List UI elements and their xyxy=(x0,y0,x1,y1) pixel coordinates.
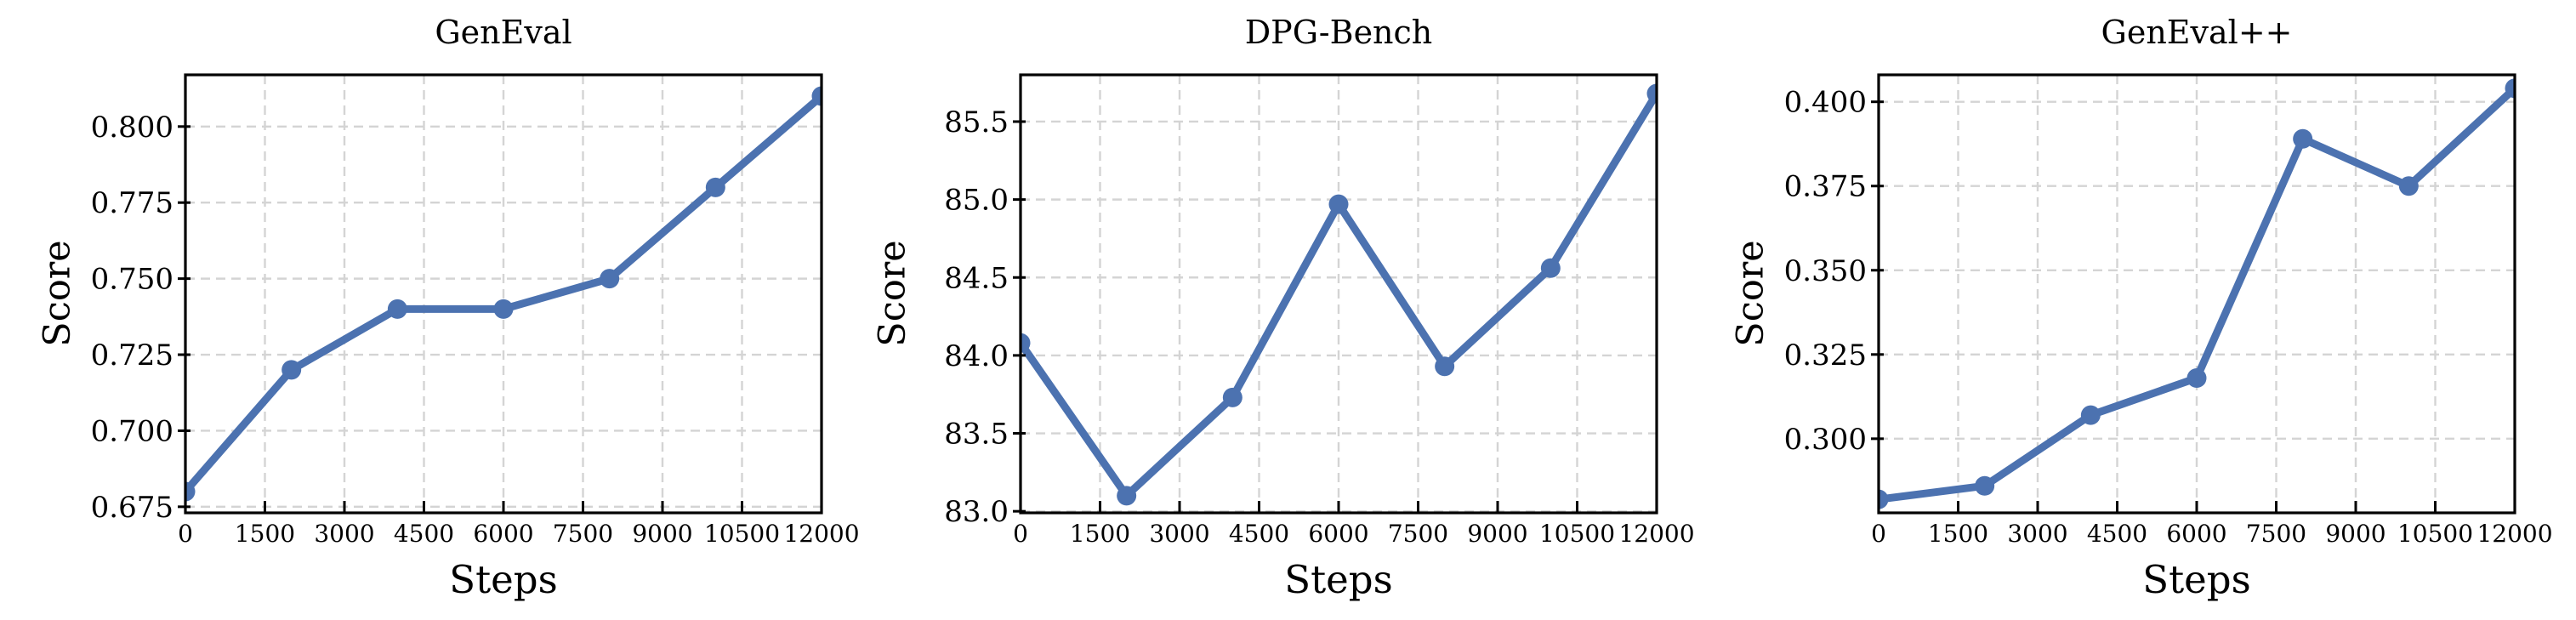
data-point-marker xyxy=(1117,486,1137,506)
data-point-marker xyxy=(1222,387,1243,407)
y-axis-label-score-1: Score xyxy=(36,240,79,347)
y-tick-label: 0.700 xyxy=(91,414,173,448)
y-tick-label: 0.675 xyxy=(91,491,173,525)
series-group xyxy=(185,86,822,502)
x-tick-label: 9000 xyxy=(1467,520,1527,548)
data-point-marker xyxy=(2080,405,2101,425)
subplot-0: 0 1500 3000 4500 6000 7500 9000 10500 12000 0.675… xyxy=(91,73,860,548)
x-tick-label: 6000 xyxy=(473,520,533,548)
data-point-marker xyxy=(2293,128,2313,149)
data-point-marker xyxy=(2505,78,2515,99)
plot-box xyxy=(1019,73,1658,515)
x-tick-label: 4500 xyxy=(1229,520,1289,548)
y-tick-label: 0.725 xyxy=(91,338,173,373)
x-tick-label: 7500 xyxy=(2246,520,2306,548)
x-tick-label: 4500 xyxy=(2087,520,2147,548)
data-point-marker xyxy=(811,86,822,106)
x-tick-label: 12000 xyxy=(1618,520,1694,548)
chart-title-geneval: GenEval xyxy=(435,14,572,51)
x-tick-label: 6000 xyxy=(1308,520,1368,548)
data-point-marker xyxy=(1435,356,1455,377)
data-point-marker xyxy=(600,269,620,289)
data-point-marker xyxy=(1328,194,1349,214)
data-point-marker xyxy=(493,299,514,319)
x-tick-label: 7500 xyxy=(553,520,613,548)
subplot-2: 0 1500 3000 4500 6000 7500 9000 10500 12000 0.300… xyxy=(1784,73,2553,548)
data-point-marker xyxy=(281,360,302,380)
x-axis-label-steps-1: Steps xyxy=(449,557,558,602)
x-tick-label: 3000 xyxy=(2007,520,2067,548)
x-tick-label: 0 xyxy=(178,520,193,548)
x-tick-label: 9000 xyxy=(632,520,692,548)
y-tick-label: 0.325 xyxy=(1784,338,1867,373)
x-tick-label: 7500 xyxy=(1388,520,1448,548)
chart-title-dpg-bench: DPG-Bench xyxy=(1244,14,1433,51)
y-tick-label: 83.0 xyxy=(944,495,1009,529)
y-tick-label: 0.750 xyxy=(91,263,173,297)
x-tick-label: 0 xyxy=(1013,520,1028,548)
data-point-marker xyxy=(1540,258,1561,278)
x-tick-label: 0 xyxy=(1871,520,1886,548)
y-tick-label: 84.0 xyxy=(944,339,1009,373)
x-tick-label: 1500 xyxy=(1070,520,1130,548)
y-tick-label: 83.5 xyxy=(944,418,1009,452)
y-tick-label: 0.800 xyxy=(91,111,173,145)
data-point-marker xyxy=(705,177,725,197)
x-tick-label: 1500 xyxy=(235,520,295,548)
plot-box xyxy=(1877,73,2516,515)
x-tick-label: 1500 xyxy=(1928,520,1988,548)
y-tick-label: 85.5 xyxy=(944,105,1009,139)
data-point-marker xyxy=(387,299,407,319)
y-axis-label-score-3: Score xyxy=(1729,240,1772,347)
data-point-marker xyxy=(185,481,196,502)
y-tick-label: 0.300 xyxy=(1784,423,1867,457)
data-point-marker xyxy=(2186,368,2207,389)
chart-title-geneval-plus-plus: GenEval++ xyxy=(2101,14,2293,51)
y-axis-label-score-2: Score xyxy=(871,240,914,347)
data-point-marker xyxy=(1975,475,1995,496)
data-point-marker xyxy=(1021,333,1031,353)
x-tick-label: 10500 xyxy=(1539,520,1615,548)
x-axis-label-steps-2: Steps xyxy=(1284,557,1393,602)
x-tick-label: 10500 xyxy=(2397,520,2473,548)
y-tick-label: 0.775 xyxy=(91,186,173,220)
x-tick-label: 6000 xyxy=(2166,520,2226,548)
y-tick-label: 0.400 xyxy=(1784,86,1867,120)
y-tick-label: 0.375 xyxy=(1784,170,1867,204)
x-tick-label: 3000 xyxy=(1149,520,1209,548)
plot-box xyxy=(184,73,823,515)
data-point-marker xyxy=(2398,176,2419,196)
y-tick-label: 84.5 xyxy=(944,261,1009,295)
x-tick-label: 9000 xyxy=(2325,520,2386,548)
y-tick-label: 85.0 xyxy=(944,184,1009,218)
x-tick-label: 4500 xyxy=(394,520,454,548)
data-point-marker xyxy=(1879,489,1889,509)
x-axis-label-steps-3: Steps xyxy=(2142,557,2251,602)
x-tick-label: 10500 xyxy=(704,520,780,548)
x-tick-label: 12000 xyxy=(783,520,859,548)
x-tick-label: 3000 xyxy=(314,520,374,548)
series-group xyxy=(1879,78,2515,509)
data-point-marker xyxy=(1646,83,1657,104)
x-tick-label: 12000 xyxy=(2476,520,2552,548)
y-tick-label: 0.350 xyxy=(1784,254,1867,288)
subplot-1: 0 1500 3000 4500 6000 7500 9000 10500 12000 83.0 8… xyxy=(944,73,1695,548)
series-group xyxy=(1021,83,1657,506)
